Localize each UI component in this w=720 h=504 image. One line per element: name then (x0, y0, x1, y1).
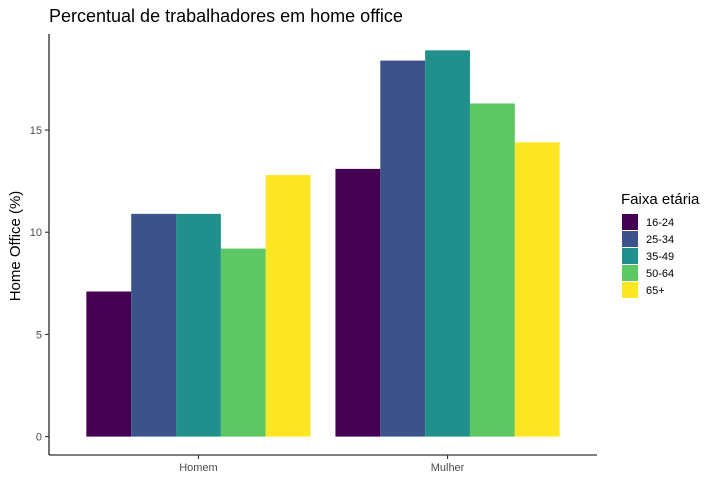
bar-mulher-25-34 (380, 60, 426, 437)
bar-homem-16-24 (86, 291, 132, 437)
legend-label-65plus: 65+ (646, 285, 665, 297)
legend-title: Faixa etária (621, 191, 700, 208)
y-tick-label: 15 (30, 125, 42, 137)
y-axis: 0 5 10 15 (30, 34, 50, 455)
bar-mulher-16-24 (335, 168, 381, 437)
y-axis-title: Home Office (%) (7, 191, 24, 302)
legend-label-25-34: 25-34 (646, 234, 674, 246)
legend: Faixa etária 16-24 25-34 35-49 50-64 65+ (621, 191, 700, 298)
legend-key-35-49 (622, 248, 638, 264)
legend-label-16-24: 16-24 (646, 217, 674, 229)
bar-mulher-65plus (514, 142, 560, 437)
bar-homem-25-34 (131, 213, 177, 437)
bars-group (86, 50, 560, 437)
y-tick-label: 10 (30, 227, 42, 239)
legend-key-25-34 (622, 231, 638, 247)
bar-homem-65plus (265, 175, 311, 437)
legend-label-35-49: 35-49 (646, 251, 674, 263)
legend-key-16-24 (622, 214, 638, 230)
legend-label-50-64: 50-64 (646, 268, 674, 280)
bar-mulher-35-49 (425, 50, 470, 437)
bar-mulher-50-64 (469, 103, 515, 437)
y-tick-label: 5 (36, 329, 42, 341)
x-axis: Homem Mulher (49, 454, 597, 474)
bar-homem-50-64 (220, 248, 266, 437)
x-tick-label-homem: Homem (179, 462, 218, 474)
y-tick-label: 0 (36, 432, 42, 444)
chart-title: Percentual de trabalhadores em home offi… (49, 6, 403, 26)
bar-homem-35-49 (176, 213, 221, 437)
legend-key-50-64 (622, 265, 638, 281)
x-tick-label-mulher: Mulher (431, 462, 465, 474)
legend-key-65plus (622, 282, 638, 298)
